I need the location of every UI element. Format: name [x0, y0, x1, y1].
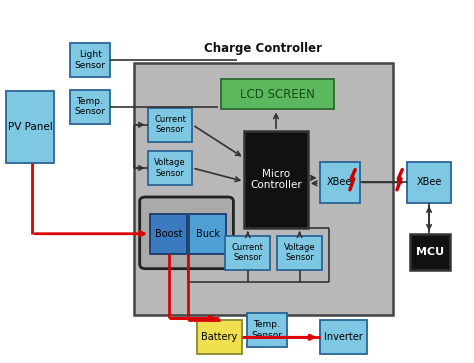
- Text: Current
Sensor: Current Sensor: [154, 115, 186, 134]
- FancyBboxPatch shape: [150, 214, 187, 253]
- Text: Voltage
Sensor: Voltage Sensor: [284, 243, 315, 262]
- FancyBboxPatch shape: [7, 91, 54, 163]
- FancyBboxPatch shape: [221, 79, 334, 110]
- FancyBboxPatch shape: [197, 320, 242, 354]
- Text: PV Panel: PV Panel: [8, 122, 52, 132]
- Text: MCU: MCU: [416, 247, 445, 257]
- Text: Current
Sensor: Current Sensor: [232, 243, 264, 262]
- Text: Boost: Boost: [155, 229, 182, 239]
- FancyBboxPatch shape: [319, 162, 360, 203]
- Text: Buck: Buck: [195, 229, 219, 239]
- FancyBboxPatch shape: [277, 236, 322, 270]
- FancyBboxPatch shape: [148, 108, 192, 142]
- FancyBboxPatch shape: [319, 320, 367, 354]
- FancyBboxPatch shape: [70, 43, 110, 77]
- Text: Voltage
Sensor: Voltage Sensor: [154, 158, 186, 178]
- Text: LCD SCREEN: LCD SCREEN: [240, 87, 315, 101]
- Text: Temp.
Sensor: Temp. Sensor: [251, 321, 282, 340]
- Text: Micro
Controller: Micro Controller: [250, 169, 302, 191]
- FancyBboxPatch shape: [134, 63, 392, 315]
- FancyBboxPatch shape: [189, 214, 226, 253]
- Text: Temp.
Sensor: Temp. Sensor: [74, 97, 106, 117]
- FancyBboxPatch shape: [410, 234, 450, 270]
- Text: XBee: XBee: [327, 178, 352, 187]
- FancyBboxPatch shape: [407, 162, 451, 203]
- FancyBboxPatch shape: [140, 197, 233, 269]
- Text: Charge Controller: Charge Controller: [204, 42, 322, 56]
- Text: Battery: Battery: [201, 332, 237, 342]
- FancyBboxPatch shape: [246, 313, 287, 347]
- Text: XBee: XBee: [416, 178, 442, 187]
- FancyBboxPatch shape: [148, 151, 192, 185]
- Text: Inverter: Inverter: [324, 332, 363, 342]
- Text: Light
Sensor: Light Sensor: [74, 50, 106, 70]
- FancyBboxPatch shape: [226, 236, 270, 270]
- FancyBboxPatch shape: [244, 131, 308, 228]
- FancyBboxPatch shape: [70, 90, 110, 124]
